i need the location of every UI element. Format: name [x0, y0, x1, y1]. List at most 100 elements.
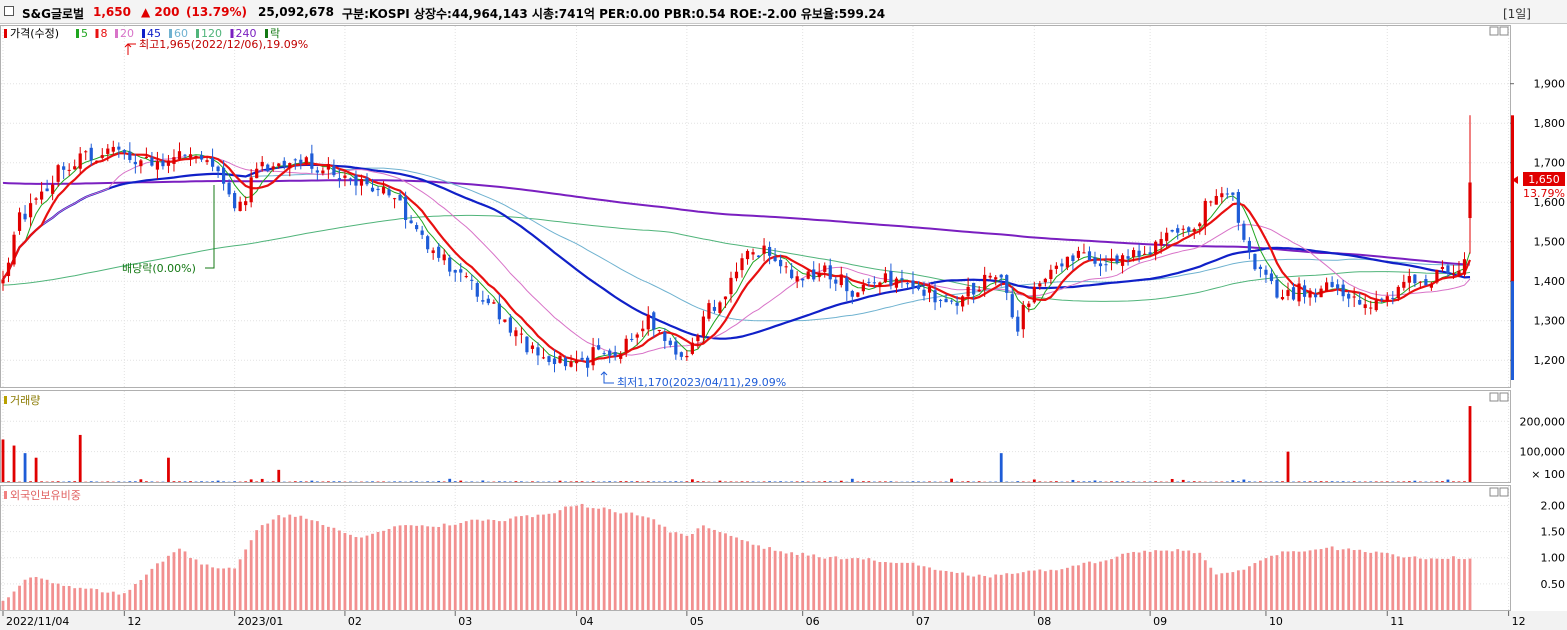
volume-bar [514, 481, 518, 482]
candle-body [139, 160, 143, 167]
candle-body [205, 160, 209, 162]
foreign-bar [1021, 572, 1025, 610]
foreign-bar [1054, 570, 1058, 610]
close-icon[interactable] [1499, 392, 1509, 402]
candle-body [40, 191, 44, 200]
volume-bar [668, 481, 672, 482]
minimize-icon[interactable] [1489, 392, 1499, 402]
minimize-icon[interactable] [1489, 487, 1499, 497]
foreign-bar [23, 579, 27, 610]
x-tick-label: 08 [1037, 615, 1051, 628]
foreign-bar [784, 553, 788, 610]
volume-bar [790, 481, 794, 482]
candle-body [117, 146, 121, 150]
candle-body [1027, 303, 1031, 307]
volume-bar [1192, 481, 1196, 482]
foreign-bar [575, 505, 578, 610]
foreign-bar [531, 517, 534, 610]
candle-body [376, 188, 380, 191]
foreign-bar [122, 593, 126, 610]
foreign-bar [1143, 550, 1147, 610]
price-panel-controls[interactable] [1489, 26, 1509, 36]
volume-bar [1187, 481, 1191, 482]
close-icon[interactable] [1499, 487, 1509, 497]
volume-bar [746, 481, 749, 482]
foreign-bar [1253, 563, 1257, 610]
candle-body [337, 178, 342, 180]
foreign-bar [591, 508, 595, 610]
volume-bar [260, 478, 264, 482]
volume-bar [1110, 481, 1113, 482]
candle-body [45, 188, 49, 192]
foreign-bar [1424, 559, 1428, 610]
candle-body [1198, 223, 1202, 227]
ma-legend-marker [265, 29, 268, 38]
foreign-bar [1264, 558, 1268, 610]
candle-body [1325, 282, 1329, 292]
foreign-bar [1154, 550, 1158, 610]
minimize-icon[interactable] [1489, 26, 1499, 36]
candle-body [834, 279, 838, 284]
candle-body [1, 279, 5, 284]
volume-bar [481, 480, 485, 482]
foreign-bar [724, 533, 727, 610]
ma20-line [2, 156, 1471, 356]
volume-bar [889, 481, 893, 482]
chart-header: S&G글로벌 1,650 ▲ 200 (13.79%) 25,092,678 구… [0, 0, 1567, 24]
volume-bar [183, 481, 187, 482]
ma-legend-label: 240 [236, 27, 257, 40]
volume-bar [1093, 480, 1097, 482]
volume-bar [1308, 481, 1312, 482]
candle-body [779, 259, 783, 267]
foreign-bar [18, 585, 21, 610]
foreign-bar [249, 540, 253, 610]
foreign-bar [503, 521, 507, 610]
candle-body [431, 250, 435, 254]
candle-body [271, 166, 275, 170]
candle-body [938, 299, 943, 301]
candle-body [668, 340, 672, 345]
volume-bar [1016, 481, 1020, 482]
volume-bar [128, 481, 132, 482]
foreign-bar [1203, 560, 1207, 610]
volume-bar [740, 481, 744, 482]
volume-panel-controls[interactable] [1489, 392, 1509, 402]
foreign-bar [1270, 555, 1273, 610]
x-tick-label: 03 [458, 615, 472, 628]
volume-bar [1457, 481, 1461, 482]
foreign-bar [304, 518, 308, 610]
volume-bar [624, 481, 628, 482]
candle-body [359, 178, 364, 186]
foreign-bar [1468, 558, 1472, 610]
volume-bar [1319, 481, 1323, 482]
foreign-bar [1242, 569, 1246, 610]
foreign-bar [635, 515, 639, 610]
volume-bar [630, 481, 634, 482]
candle-body [150, 157, 154, 166]
ma-legend-marker [169, 29, 172, 38]
foreign-bar [668, 532, 672, 610]
candle-body [78, 153, 82, 169]
period-selector[interactable]: [1일] [1502, 7, 1531, 21]
candle-body [756, 255, 761, 258]
candle-body [839, 274, 843, 286]
candle-body [332, 165, 336, 176]
volume-bar [73, 481, 77, 482]
candle-body [1154, 241, 1158, 254]
candle-body [630, 338, 634, 340]
foreign-bar [1347, 548, 1351, 610]
foreign-bar [1132, 551, 1135, 610]
foreign-bar [1247, 566, 1251, 610]
foreign-bar [56, 583, 60, 610]
foreign-bar [1060, 569, 1064, 610]
menu-box-icon[interactable] [4, 6, 14, 16]
foreign-panel-controls[interactable] [1489, 487, 1509, 497]
candle-body [740, 258, 744, 271]
candle-body [420, 230, 424, 235]
volume-bar [917, 481, 920, 482]
ma-legend-marker [196, 29, 199, 38]
close-icon[interactable] [1499, 26, 1509, 36]
foreign-bar [619, 513, 623, 610]
candle-body [216, 166, 220, 172]
candle-body [1369, 307, 1373, 309]
